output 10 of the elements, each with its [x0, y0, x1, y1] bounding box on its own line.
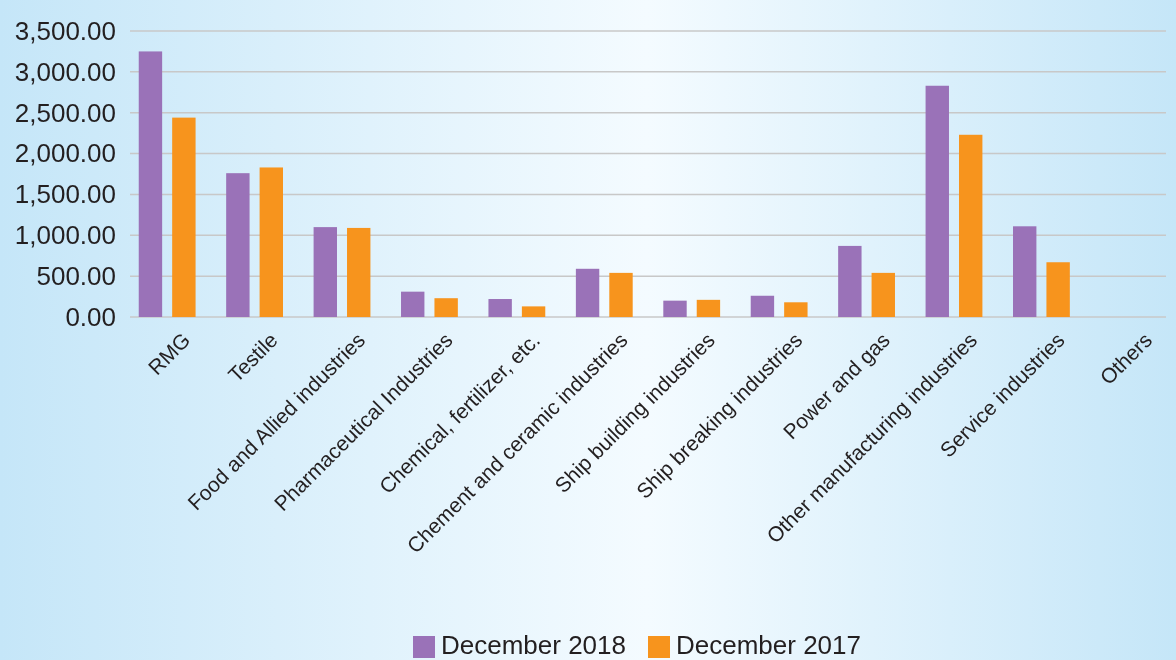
legend-label: December 2017 [676, 630, 861, 660]
y-tick-label: 2,500.00 [14, 97, 116, 128]
y-tick-label: 1,000.00 [14, 220, 116, 251]
y-tick-label: 500.00 [36, 260, 116, 291]
y-tick-label: 1,500.00 [14, 179, 116, 210]
y-tick-label: 2,000.00 [14, 138, 116, 169]
legend-label: December 2018 [441, 630, 626, 660]
y-tick-label: 3,000.00 [14, 56, 116, 87]
y-tick-label: 3,500.00 [14, 15, 116, 46]
y-tick-label: 0.00 [65, 301, 116, 332]
